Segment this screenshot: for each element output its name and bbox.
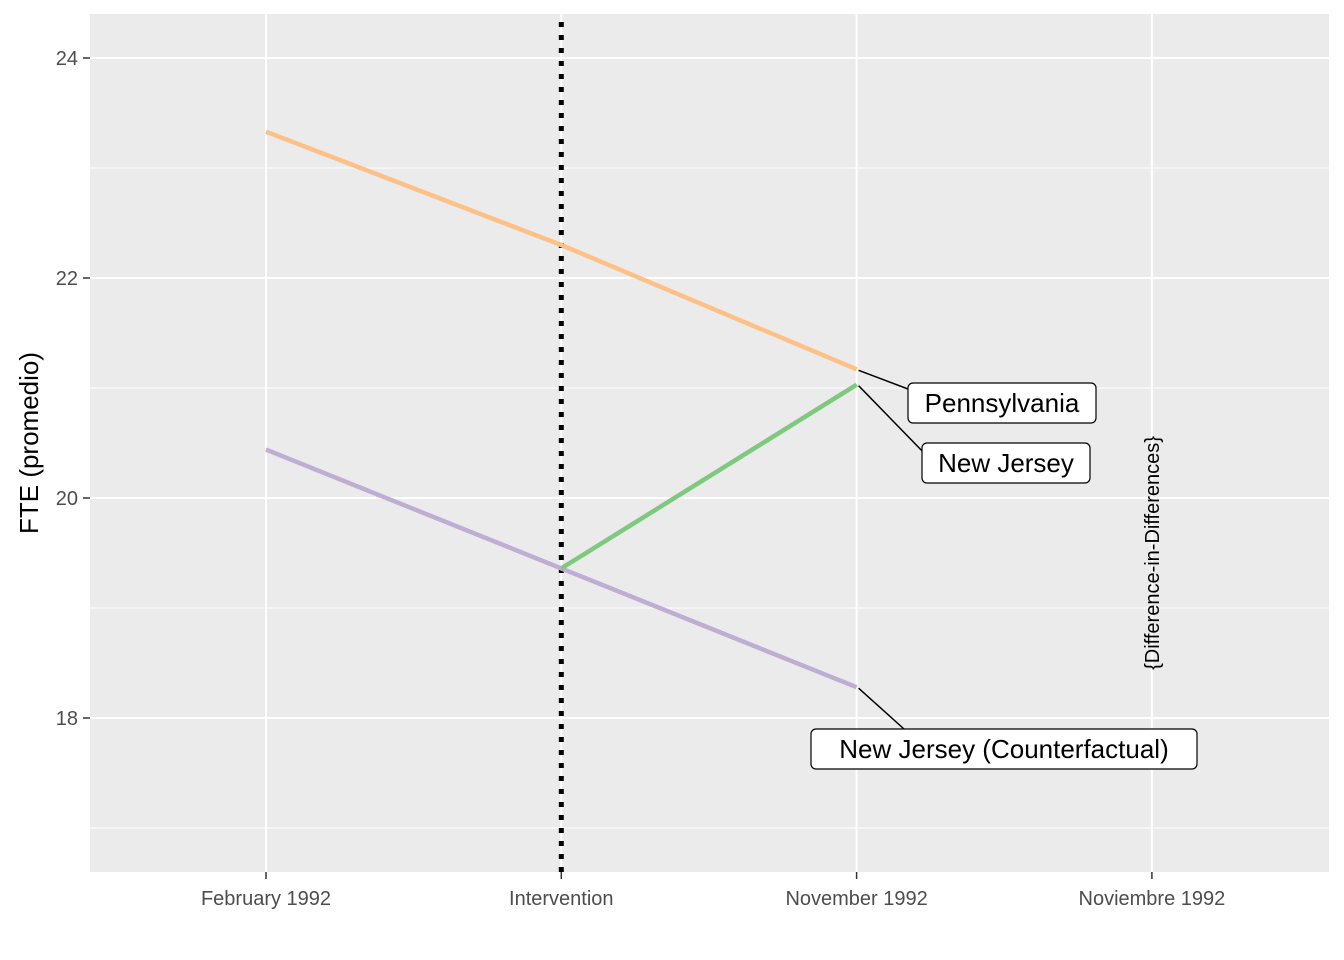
label-text-0: Pennsylvania <box>925 388 1080 418</box>
grid-minor <box>90 167 1329 829</box>
x-tick-label-3: Noviembre 1992 <box>1079 888 1226 910</box>
y-tick-label-3: 24 <box>56 48 78 70</box>
series-lines <box>265 129 858 690</box>
annotation-0: {Difference-in-Differences} <box>1142 436 1164 670</box>
y-axis-title: FTE (promedio) <box>14 352 44 534</box>
y-axis: 18 20 22 24 <box>56 48 90 730</box>
series-labels: Pennsylvania New Jersey New Jersey (Counte… <box>810 382 1198 770</box>
label-leaders <box>858 369 929 730</box>
label-text-2: New Jersey (Counterfactual) <box>839 734 1168 764</box>
annotations: {Difference-in-Differences} <box>1142 436 1164 670</box>
series-line-0 <box>265 129 858 372</box>
y-tick-label-2: 22 <box>56 268 78 290</box>
label-box-1 <box>921 442 1091 484</box>
x-tick-label-0: February 1992 <box>201 888 331 910</box>
leader-0 <box>858 369 909 390</box>
label-box-2 <box>810 728 1198 770</box>
x-tick-label-2: November 1992 <box>785 888 927 910</box>
leader-1 <box>858 385 929 458</box>
y-tick-label-1: 20 <box>56 488 78 510</box>
label-box-0 <box>907 382 1097 424</box>
series-line-1 <box>560 382 858 571</box>
x-tick-label-1: Intervention <box>509 888 614 910</box>
y-tick-label-0: 18 <box>56 708 78 730</box>
leader-2 <box>858 687 905 730</box>
label-text-1: New Jersey <box>938 448 1074 478</box>
x-axis: February 1992 Intervention November 1992 No… <box>201 872 1225 910</box>
